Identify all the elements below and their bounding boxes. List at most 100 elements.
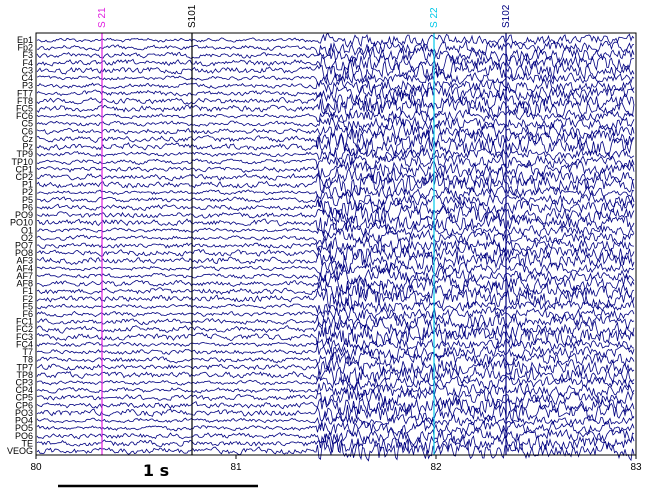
channel-label: CP2 xyxy=(15,172,33,182)
channel-label: PO9 xyxy=(15,210,33,220)
trace-fc4 xyxy=(36,337,635,353)
trace-ft8 xyxy=(36,91,635,113)
channel-label: TP10 xyxy=(11,157,33,167)
channel-label: CP3 xyxy=(15,378,33,388)
event-marker-label: S 21 xyxy=(97,7,108,28)
trace-cp3 xyxy=(36,375,635,391)
channel-label: PO6 xyxy=(15,431,33,441)
trace-c3 xyxy=(36,58,635,85)
channel-label: P5 xyxy=(22,195,33,205)
event-marker-label: S 22 xyxy=(429,7,440,28)
channel-label: Ep1 xyxy=(17,35,33,45)
channel-label: F3 xyxy=(22,50,33,60)
channel-label: CP6 xyxy=(15,400,33,410)
channel-label: PO10 xyxy=(10,218,33,228)
trace-c4 xyxy=(36,70,635,86)
channel-label: AF3 xyxy=(16,256,33,266)
trace-o2 xyxy=(36,228,635,246)
channel-label: AF7 xyxy=(16,271,33,281)
trace-po5 xyxy=(36,420,635,437)
trace-p2 xyxy=(36,184,635,200)
trace-f6 xyxy=(36,306,635,322)
trace-cp5 xyxy=(37,388,635,407)
channel-label: FC5 xyxy=(16,104,33,114)
trace-cp1 xyxy=(36,160,635,180)
channel-label: PO8 xyxy=(15,248,33,258)
x-tick-label: 82 xyxy=(430,462,442,473)
channel-label: TP7 xyxy=(16,362,33,372)
trace-tp10 xyxy=(36,153,635,170)
channel-label: O2 xyxy=(21,233,33,243)
event-marker-label: S102 xyxy=(501,4,512,28)
channel-label: P3 xyxy=(22,81,33,91)
channel-label: F4 xyxy=(22,58,33,68)
channel-label: TP9 xyxy=(16,149,33,159)
trace-ft7 xyxy=(36,84,635,103)
trace-f1 xyxy=(36,280,635,302)
trace-po9 xyxy=(36,204,635,227)
channel-label: Cz xyxy=(22,134,33,144)
channel-label: CP4 xyxy=(15,385,33,395)
trace-af3 xyxy=(36,248,635,274)
trace-t7 xyxy=(36,344,635,361)
trace-c6 xyxy=(36,121,635,140)
channel-label: PO3 xyxy=(15,408,33,418)
channel-label: P6 xyxy=(22,202,33,212)
channel-label: AF8 xyxy=(16,279,33,289)
trace-f5 xyxy=(36,298,635,315)
trace-po6 xyxy=(36,427,635,446)
channel-label: FT7 xyxy=(17,88,33,98)
trace-t8 xyxy=(36,350,635,372)
channel-label: T7 xyxy=(22,347,33,357)
trace-f2 xyxy=(36,285,635,312)
channel-label: F6 xyxy=(22,309,33,319)
event-markers: S 21 S101 S 22 S102 xyxy=(97,4,512,455)
channel-label: O1 xyxy=(21,225,33,235)
x-axis: 80 81 82 83 xyxy=(30,455,642,473)
trace-fc6 xyxy=(36,109,635,124)
x-tick-label: 80 xyxy=(30,462,42,473)
trace-tp9 xyxy=(36,146,635,161)
trace-po8 xyxy=(36,243,635,264)
channel-label: FC4 xyxy=(16,339,33,349)
plot-frame xyxy=(35,32,637,456)
channel-label: PO5 xyxy=(15,423,33,433)
trace-af8 xyxy=(36,271,635,295)
channel-label: F1 xyxy=(22,286,33,296)
trace-pz xyxy=(36,133,635,159)
channel-label: T8 xyxy=(22,355,33,365)
trace-fc3 xyxy=(36,324,635,348)
channel-label: TE xyxy=(21,438,33,448)
channel-label: F5 xyxy=(22,301,33,311)
channel-label: PO4 xyxy=(15,416,33,426)
channel-label: C6 xyxy=(21,126,33,136)
channel-label: PO7 xyxy=(15,241,33,251)
channel-label: P2 xyxy=(22,187,33,197)
x-tick-label: 83 xyxy=(630,462,642,473)
trace-o1 xyxy=(36,221,635,238)
channel-label: C4 xyxy=(21,73,33,83)
trace-p5 xyxy=(36,191,635,209)
channel-label: FC1 xyxy=(16,317,33,327)
trace-cp6 xyxy=(36,396,635,416)
trace-po10 xyxy=(36,212,635,235)
channel-label: C5 xyxy=(21,119,33,129)
channel-label: FT8 xyxy=(17,96,33,106)
trace-fc2 xyxy=(36,318,635,341)
channel-label: Pz xyxy=(22,142,33,152)
trace-po4 xyxy=(36,413,635,428)
trace-cz xyxy=(36,126,635,150)
channel-label: P1 xyxy=(22,180,33,190)
trace-f4 xyxy=(36,52,635,73)
channel-label: TP8 xyxy=(16,370,33,380)
channel-label: Fp2 xyxy=(17,43,33,53)
channel-label: FC3 xyxy=(16,332,33,342)
trace-te xyxy=(36,433,635,455)
channel-label: C3 xyxy=(21,65,33,75)
trace-po3 xyxy=(36,402,635,424)
trace-p1 xyxy=(36,170,635,198)
trace-af7 xyxy=(36,267,635,286)
trace-tp7 xyxy=(36,355,635,379)
event-marker-label: S101 xyxy=(187,4,198,28)
